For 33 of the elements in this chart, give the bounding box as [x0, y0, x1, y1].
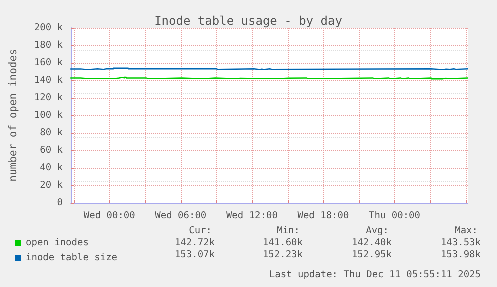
y-tick-label: 100 k: [34, 110, 64, 121]
y-tick-label: 80 k: [40, 128, 64, 138]
text: 142.72k: [174, 238, 216, 248]
legend-label: open inodes: [26, 238, 89, 248]
text: 152.23k: [262, 250, 304, 260]
x-tick-label: Thu 00:00: [368, 210, 421, 222]
text: Avg:: [366, 226, 389, 236]
x-tick-label: Wed 12:00: [226, 210, 278, 222]
text: 153.98k: [440, 250, 482, 260]
y-axis-title: number of open inodes: [8, 49, 20, 182]
text: Cur:: [189, 226, 212, 236]
chart-title: Inode table usage - by day: [154, 14, 342, 28]
y-tick-label: 200 k: [34, 22, 64, 34]
text: 153.07k: [174, 250, 216, 260]
y-tick-label: 160 k: [34, 58, 64, 68]
y-tick-label: 120 k: [34, 92, 64, 104]
y-tick-label: 140 k: [34, 75, 64, 86]
y-tick-label: 180 k: [34, 40, 64, 51]
x-tick-label: Wed 06:00: [155, 210, 207, 222]
text: Max:: [455, 226, 478, 236]
x-tick-label: Wed 00:00: [84, 210, 136, 222]
text: Last update: Thu Dec 11 05:55:11 2025: [269, 270, 481, 280]
text: 143.53k: [440, 238, 482, 248]
y-tick-label: 60 k: [40, 145, 64, 156]
y-tick-label: 40 k: [40, 162, 64, 174]
x-tick-label: Wed 18:00: [298, 210, 350, 222]
legend-label: inode table size: [26, 252, 118, 264]
y-tick-label: 20 k: [40, 180, 64, 191]
text: 141.60k: [262, 238, 304, 248]
text: 142.40k: [352, 238, 392, 248]
y-tick-label: 0: [57, 198, 64, 208]
text: Min:: [277, 226, 300, 236]
text: 152.95k: [352, 250, 392, 260]
